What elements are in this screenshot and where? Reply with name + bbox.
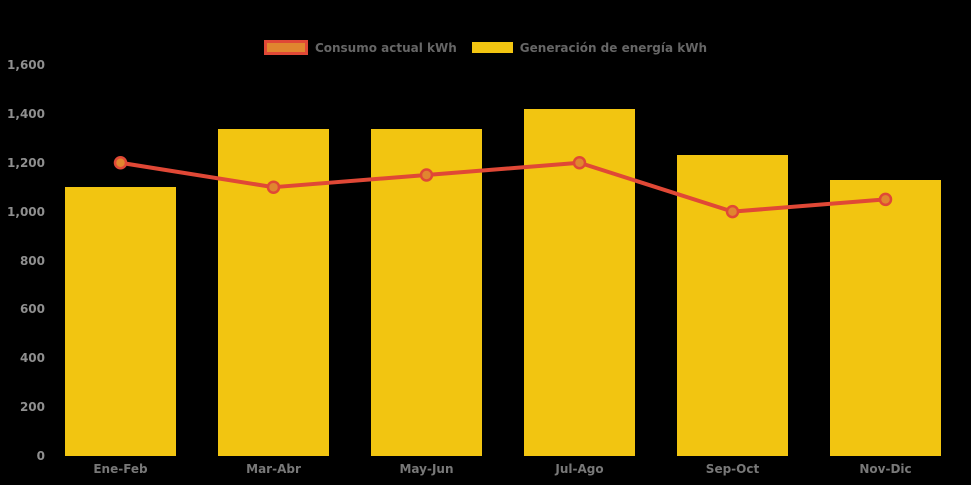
x-tick-label-may-jun: May-Jun [399,462,454,476]
marker-sep-oct[interactable] [725,204,740,219]
legend-label-generacion: Generación de energía kWh [519,40,708,55]
bar-mar-abr[interactable] [218,128,329,456]
x-tick-label-jul-ago: Jul-Ago [555,462,604,476]
x-tick-label-ene-feb: Ene-Feb [93,462,148,476]
bar-nov-dic[interactable] [830,179,941,456]
marker-jul-ago[interactable] [572,156,587,170]
bar-sep-oct[interactable] [677,155,788,456]
x-tick-label-nov-dic: Nov-Dic [859,462,912,476]
legend-line-swatch-icon [263,40,308,55]
legend-item-consumo[interactable]: Consumo actual kWh [263,40,457,55]
marker-may-jun[interactable] [419,168,434,182]
legend-item-generacion[interactable]: Generación de energía kWh [471,40,708,55]
bar-ene-feb[interactable] [65,187,176,456]
marker-mar-abr[interactable] [266,180,281,194]
marker-nov-dic[interactable] [878,192,893,207]
marker-ene-feb[interactable] [113,156,128,170]
y-tick-label-0: 0 [36,449,45,463]
y-tick-label-1000: 1,000 [7,204,45,219]
legend-bar-swatch-icon [471,42,513,53]
y-tick-label-800: 800 [19,253,45,268]
x-tick-label-sep-oct: Sep-Oct [705,462,760,476]
chart-legend: Consumo actual kWh Generación de energía… [0,40,971,55]
legend-label-consumo: Consumo actual kWh [314,40,457,55]
y-tick-label-1400: 1,400 [7,106,45,121]
y-tick-label-600: 600 [19,302,45,317]
x-tick-label-mar-abr: Mar-Abr [246,462,301,476]
y-tick-label-1200: 1,200 [7,155,45,170]
y-tick-label-1600: 1,600 [7,58,45,72]
y-tick-label-400: 400 [19,351,45,366]
y-tick-label-200: 200 [19,400,45,415]
